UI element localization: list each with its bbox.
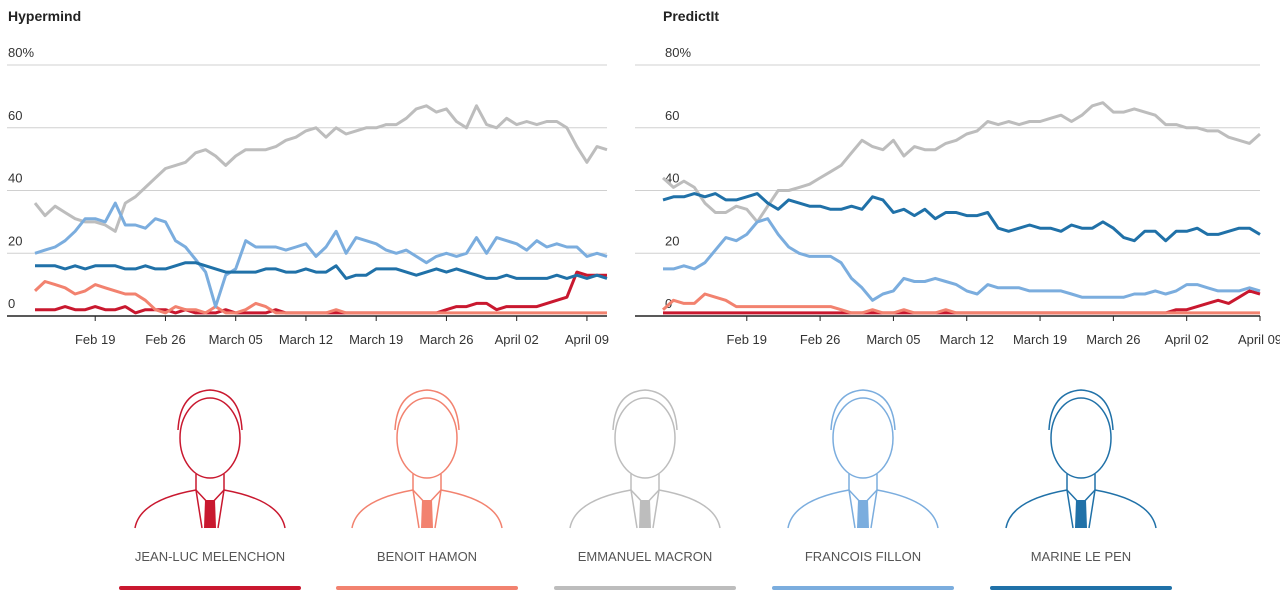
portrait-tie [857,500,869,528]
portrait-head [833,398,893,478]
legend-label: MARINE LE PEN [1031,549,1131,564]
series-line [663,219,1260,301]
x-tick-label: April 02 [495,332,539,347]
portrait [352,390,502,528]
x-tick-label: March 12 [940,332,994,347]
y-tick-label: 40 [8,171,22,186]
x-tick-label: March 26 [1086,332,1140,347]
x-tick-label: Feb 26 [800,332,840,347]
legend-swatch [554,586,736,590]
legend-label: JEAN-LUC MELENCHON [135,549,285,564]
legend-label: EMMANUEL MACRON [578,549,713,564]
x-tick-label: March 05 [209,332,263,347]
y-tick-label: 80% [665,45,691,60]
x-tick-label: April 09 [1238,332,1280,347]
portrait-head [1051,398,1111,478]
portrait [570,390,720,528]
portrait-tie [421,500,433,528]
portrait-tie [639,500,651,528]
portrait-head [180,398,240,478]
portrait-tie [1075,500,1087,528]
x-tick-label: March 05 [866,332,920,347]
legend-label: FRANCOIS FILLON [805,549,921,564]
y-tick-label: 60 [8,108,22,123]
y-tick-label: 80% [8,45,34,60]
chart-title: Hypermind [8,8,81,24]
page: Hypermind PredictIt 0 20 40 60 80% Feb 19 Feb … [0,0,1280,590]
legend-label: BENOIT HAMON [377,549,477,564]
legend-swatch [990,586,1172,590]
x-tick-label: Feb 19 [75,332,115,347]
portrait-hair [178,390,242,430]
legend-swatch [772,586,954,590]
legend-swatch [119,586,301,590]
portrait [788,390,938,528]
x-tick-label: Feb 26 [145,332,185,347]
y-tick-label: 0 [8,296,15,311]
x-tick-label: April 02 [1165,332,1209,347]
x-tick-label: Feb 19 [727,332,767,347]
series-line [663,291,1260,313]
portrait-hair [831,390,895,430]
series-line [35,263,607,279]
portrait-head [615,398,675,478]
portrait-tie [204,500,216,528]
portrait-hair [613,390,677,430]
portrait-head [397,398,457,478]
series-line [663,103,1260,222]
y-tick-label: 20 [8,233,22,248]
x-tick-label: March 12 [279,332,333,347]
portrait-hair [1049,390,1113,430]
y-tick-label: 60 [665,108,679,123]
x-tick-label: March 26 [419,332,473,347]
chart-title: PredictIt [663,8,719,24]
chart: Hypermind PredictIt 0 20 40 60 80% Feb 19 Feb … [0,0,1280,590]
legend-swatch [336,586,518,590]
y-tick-label: 20 [665,233,679,248]
portrait [1006,390,1156,528]
x-tick-label: March 19 [1013,332,1067,347]
x-tick-label: March 19 [349,332,403,347]
portrait [135,390,285,528]
x-tick-label: April 09 [565,332,609,347]
portrait-hair [395,390,459,430]
